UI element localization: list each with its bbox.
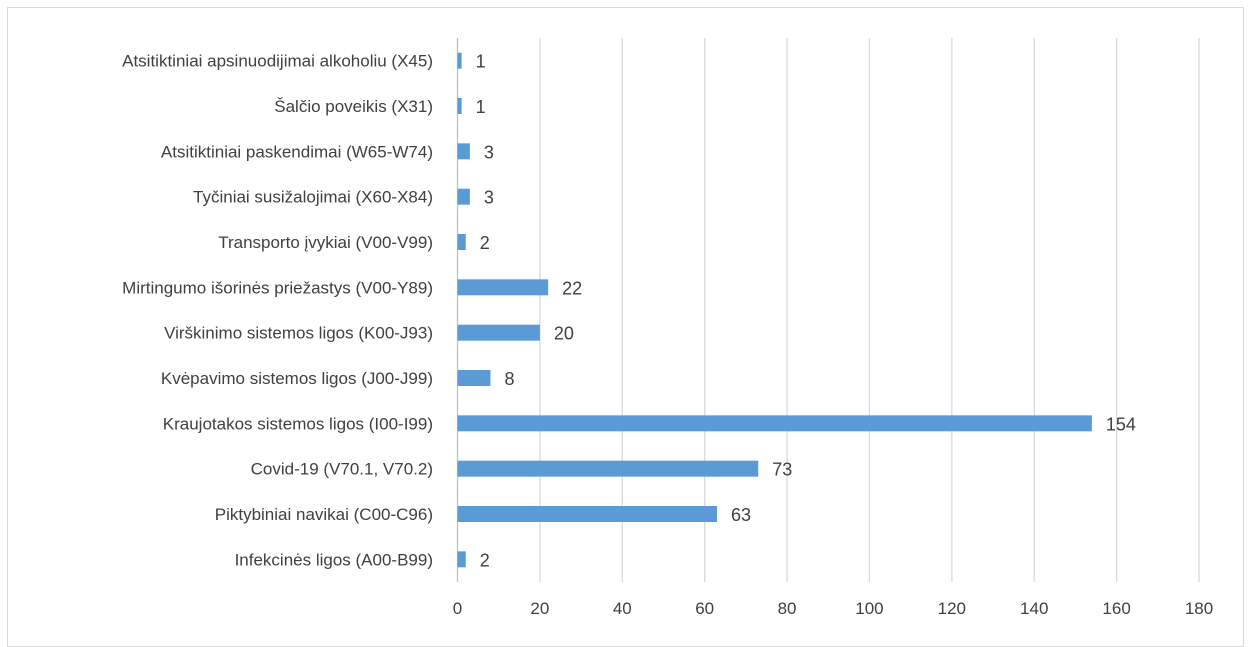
category-label: Atsitiktiniai paskendimai (W65-W74) xyxy=(161,142,433,161)
bar xyxy=(457,52,462,69)
data-label: 154 xyxy=(1106,414,1136,434)
bar xyxy=(457,460,759,477)
x-tick-label: 180 xyxy=(1185,599,1213,618)
category-label: Piktybiniai navikai (C00-C96) xyxy=(215,505,433,524)
gridlines xyxy=(456,38,1200,582)
category-label: Covid-19 (V70.1, V70.2) xyxy=(251,460,433,479)
bar xyxy=(457,234,466,250)
x-tick-label: 60 xyxy=(695,599,714,618)
data-label: 2 xyxy=(480,550,490,570)
category-label: Kraujotakos sistemos ligos (I00-I99) xyxy=(163,414,433,433)
x-tick-label: 100 xyxy=(855,599,883,618)
category-label: Virškinimo sistemos ligos (K00-J93) xyxy=(164,324,433,343)
bar xyxy=(457,143,470,160)
x-tick-label: 40 xyxy=(613,599,632,618)
data-label: 73 xyxy=(772,460,792,480)
data-label: 2 xyxy=(480,233,490,253)
category-label: Mirtingumo išorinės priežastys (V00-Y89) xyxy=(122,278,433,297)
bar xyxy=(457,415,1092,432)
bar xyxy=(457,188,470,205)
x-tick-label: 0 xyxy=(453,599,462,618)
x-tick-label: 120 xyxy=(938,599,966,618)
x-tick-label: 20 xyxy=(530,599,549,618)
x-tick-label: 160 xyxy=(1102,599,1130,618)
x-tick-label: 80 xyxy=(778,599,797,618)
data-label: 3 xyxy=(484,142,494,162)
bar xyxy=(457,551,466,568)
category-label: Šalčio poveikis (X31) xyxy=(274,97,433,116)
category-label: Kvėpavimo sistemos ligos (J00-J99) xyxy=(161,369,433,388)
data-label: 1 xyxy=(476,52,486,72)
data-label: 63 xyxy=(731,505,751,525)
x-tick-labels: 0 20 40 60 80 100 120 140 160 180 xyxy=(453,599,1213,618)
bar xyxy=(457,279,549,296)
category-label: Transporto įvykiai (V00-V99) xyxy=(218,233,433,252)
bar xyxy=(457,506,718,522)
bars xyxy=(457,52,1092,568)
x-tick-label: 140 xyxy=(1020,599,1048,618)
category-label: Tyčiniai susižalojimai (X60-X84) xyxy=(193,188,433,207)
category-label: Atsitiktiniai apsinuodijimai alkoholiu (… xyxy=(122,52,433,71)
category-labels: Atsitiktiniai apsinuodijimai alkoholiu (… xyxy=(122,52,433,570)
data-label: 22 xyxy=(562,278,582,298)
data-label: 20 xyxy=(554,324,574,344)
data-label: 1 xyxy=(476,97,486,117)
bar xyxy=(457,370,491,386)
bar xyxy=(457,324,540,341)
category-label: Infekcinės ligos (A00-B99) xyxy=(235,550,433,569)
data-label: 8 xyxy=(504,369,514,389)
bar xyxy=(457,98,462,114)
chart-frame xyxy=(7,7,1244,647)
data-label: 3 xyxy=(484,188,494,208)
